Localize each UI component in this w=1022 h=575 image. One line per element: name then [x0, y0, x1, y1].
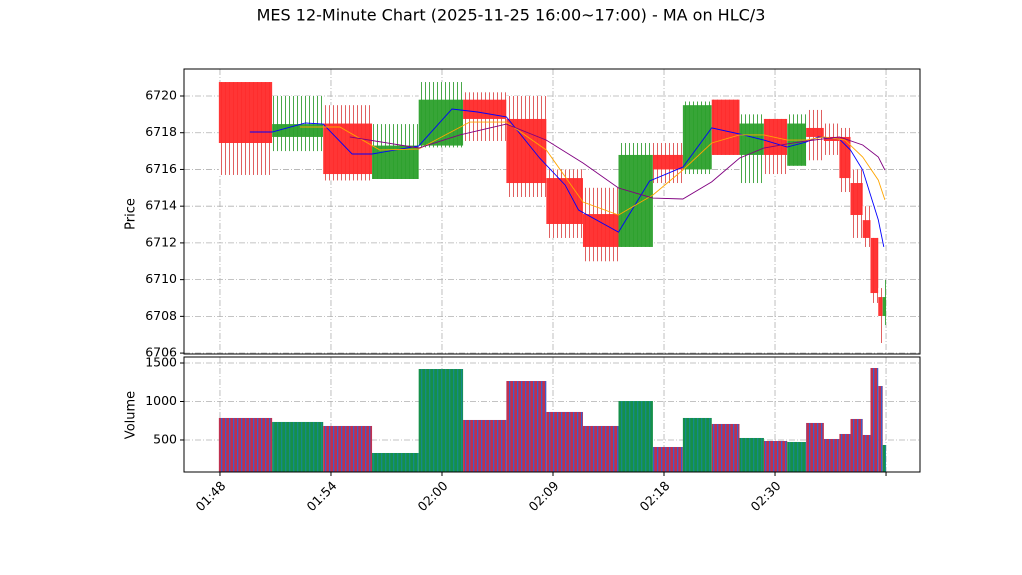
- y2-tick-label: 1500: [145, 355, 177, 370]
- y2-tick-label: 500: [153, 431, 177, 446]
- volume-bar: [739, 437, 764, 472]
- volume-bar: [652, 446, 683, 472]
- volume-bar: [878, 386, 883, 472]
- volume-bar: [372, 452, 419, 472]
- x-tick-label: 02:09: [526, 478, 562, 514]
- ma-line: [299, 121, 886, 216]
- candle-body: [862, 220, 871, 238]
- candle-body: [878, 297, 883, 316]
- candle-body: [823, 136, 840, 141]
- y2-axis-label: Volume: [124, 391, 139, 439]
- candle-body: [882, 297, 887, 316]
- x-tick-label: 02:18: [637, 478, 673, 514]
- y-tick-label: 6708: [145, 308, 177, 323]
- candle-body: [711, 99, 740, 155]
- price-panel-frame: [183, 68, 921, 355]
- y-tick-label: 6718: [145, 124, 177, 139]
- candle-body: [372, 145, 419, 179]
- volume-bar: [218, 417, 273, 472]
- volume-bar: [711, 423, 740, 472]
- ma-line: [349, 123, 886, 200]
- x-tick-label: 01:48: [192, 478, 228, 514]
- volume-bar: [787, 441, 807, 472]
- y-tick-label: 6710: [145, 271, 177, 286]
- volume-bar: [850, 418, 863, 472]
- ma-line: [249, 108, 885, 247]
- candle-body: [870, 237, 879, 294]
- volume-bar: [823, 438, 840, 472]
- volume-bar: [323, 425, 373, 472]
- candle-body: [806, 127, 824, 137]
- candle-body: [652, 154, 683, 170]
- x-tick-label: 01:54: [303, 478, 339, 514]
- volume-bar: [862, 434, 871, 472]
- candle-body: [218, 82, 273, 144]
- volume-bar: [618, 401, 653, 472]
- candle-body: [618, 154, 653, 247]
- y-tick-label: 6720: [145, 87, 177, 102]
- volume-bar: [763, 440, 788, 472]
- y-tick-label: 6716: [145, 161, 177, 176]
- y-tick-label: 6712: [145, 234, 177, 249]
- candle-body: [682, 105, 712, 170]
- volume-bar: [272, 421, 324, 472]
- volume-bar: [546, 411, 583, 472]
- volume-bar: [882, 444, 887, 472]
- volume-bar: [682, 417, 712, 472]
- volume-bar: [582, 425, 619, 472]
- y-axis-label: Price: [124, 198, 139, 230]
- candle-body: [463, 99, 507, 119]
- candle-body: [850, 183, 863, 215]
- volume-bar: [463, 419, 507, 472]
- volume-bar: [418, 369, 464, 472]
- candle-body: [582, 214, 619, 247]
- volume-panel-frame: [183, 356, 921, 473]
- y-tick-label: 6714: [145, 198, 177, 213]
- volume-bar: [506, 381, 547, 472]
- volume-bar: [870, 368, 879, 472]
- y-tick-label: 6706: [145, 345, 177, 360]
- candle-body: [546, 178, 583, 224]
- x-tick-label: 02:00: [415, 478, 451, 514]
- chart-title: MES 12-Minute Chart (2025-11-25 16:00~17…: [257, 6, 766, 25]
- volume-bar: [839, 433, 851, 472]
- candle-body: [506, 118, 547, 184]
- x-tick-label: 02:30: [748, 478, 784, 514]
- volume-bar: [806, 422, 824, 472]
- candle-body: [763, 118, 788, 155]
- y2-tick-label: 1000: [145, 393, 177, 408]
- candle-body: [272, 124, 324, 137]
- candle-body: [839, 136, 851, 179]
